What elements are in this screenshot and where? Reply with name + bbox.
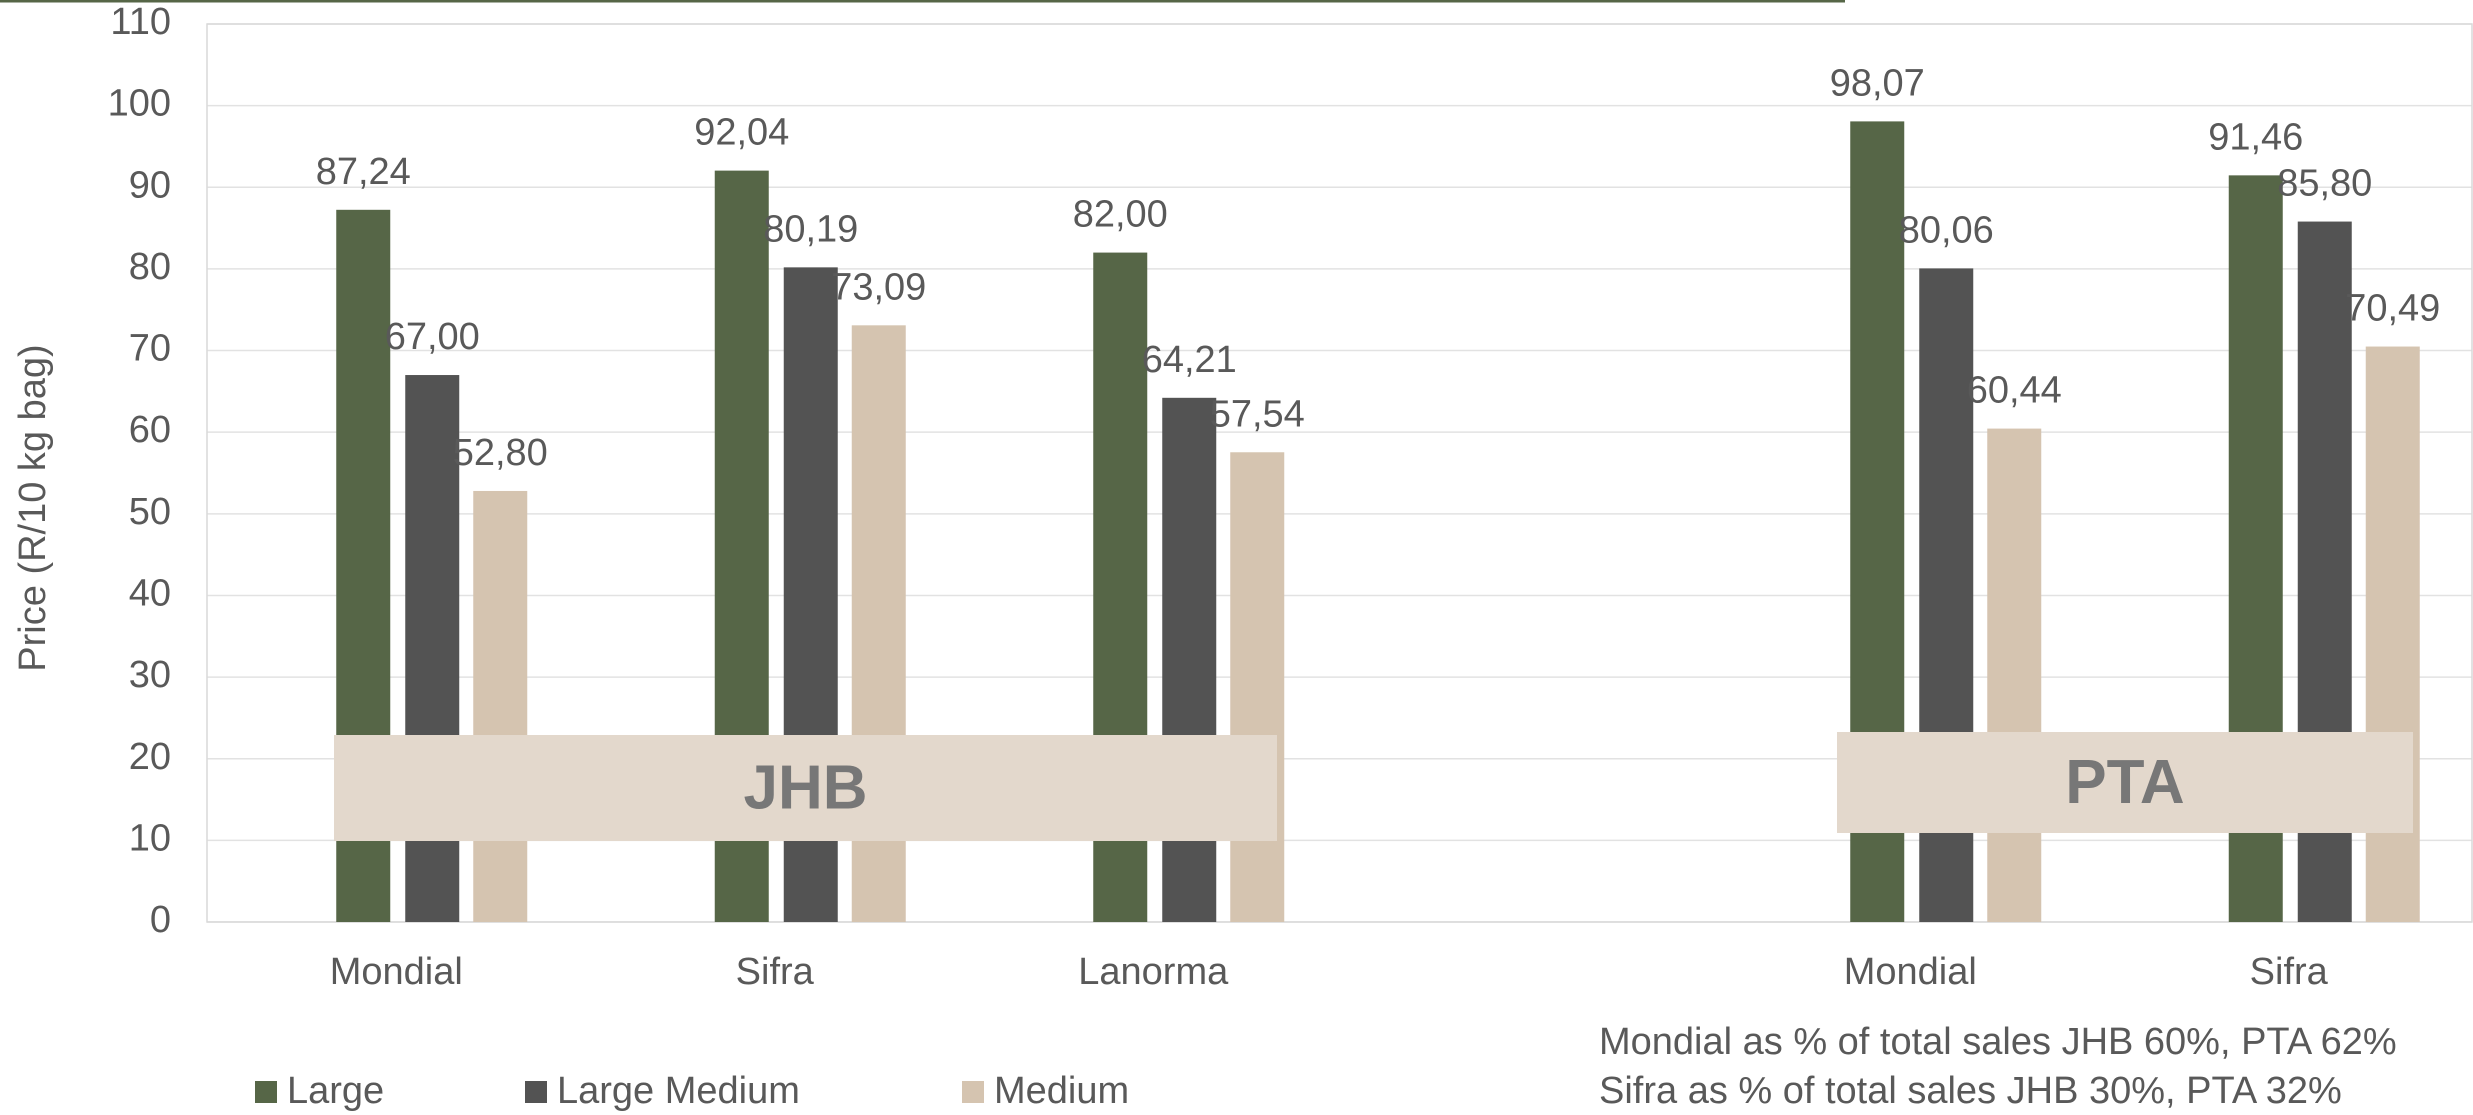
group-box bbox=[334, 735, 1277, 841]
y-tick-label: 80 bbox=[129, 246, 171, 288]
value-label: 57,54 bbox=[1210, 393, 1305, 435]
value-label: 92,04 bbox=[694, 112, 789, 154]
legend-label: Large Medium bbox=[557, 1070, 800, 1112]
y-tick-label: 110 bbox=[110, 1, 171, 43]
x-tick-label: Mondial bbox=[1844, 951, 1977, 993]
value-label: 98,07 bbox=[1830, 62, 1925, 104]
bar bbox=[1162, 397, 1217, 923]
x-tick-label: Sifra bbox=[736, 951, 815, 993]
value-label: 70,49 bbox=[2345, 288, 2440, 330]
legend-swatch bbox=[525, 1081, 547, 1103]
note: Sifra as % of total sales JHB 30%, PTA 3… bbox=[1599, 1070, 2342, 1112]
y-tick-label: 60 bbox=[129, 409, 171, 451]
note: Mondial as % of total sales JHB 60%, PTA… bbox=[1599, 1021, 2397, 1063]
value-label: 52,80 bbox=[453, 432, 548, 474]
legend-label: Large bbox=[287, 1070, 384, 1112]
y-tick-label: 100 bbox=[108, 83, 171, 125]
bar bbox=[1987, 428, 2042, 922]
legend-swatch bbox=[255, 1081, 277, 1103]
bar bbox=[2365, 346, 2420, 922]
legend-label: Medium bbox=[994, 1070, 1129, 1112]
value-label: 80,06 bbox=[1899, 209, 1994, 251]
y-tick-label: 90 bbox=[129, 164, 171, 206]
plot-border bbox=[206, 23, 2473, 923]
legend-swatch bbox=[962, 1081, 984, 1103]
group-box bbox=[1837, 732, 2413, 833]
y-tick-label: 70 bbox=[129, 328, 171, 370]
value-label: 82,00 bbox=[1073, 194, 1168, 236]
x-tick-label: Mondial bbox=[330, 951, 463, 993]
y-tick-label: 0 bbox=[150, 899, 171, 941]
value-label: 60,44 bbox=[1967, 370, 2062, 412]
value-label: 67,00 bbox=[385, 316, 480, 358]
value-label: 73,09 bbox=[831, 266, 926, 308]
group-label: JHB bbox=[743, 753, 867, 822]
y-tick-label: 50 bbox=[129, 491, 171, 533]
x-tick-label: Sifra bbox=[2250, 951, 2329, 993]
y-tick-label: 30 bbox=[129, 654, 171, 696]
bar bbox=[473, 490, 528, 922]
y-tick-label: 10 bbox=[129, 817, 171, 859]
value-label: 87,24 bbox=[316, 151, 411, 193]
value-label: 85,80 bbox=[2277, 163, 2372, 205]
y-tick-label: 40 bbox=[129, 572, 171, 614]
value-label: 91,46 bbox=[2208, 116, 2303, 158]
group-label: PTA bbox=[2065, 748, 2184, 817]
value-label: 64,21 bbox=[1142, 339, 1237, 381]
y-tick-label: 20 bbox=[129, 736, 171, 778]
x-tick-label: Lanorma bbox=[1078, 951, 1229, 993]
value-label: 80,19 bbox=[763, 208, 858, 250]
y-axis-label: Price (R/10 kg bag) bbox=[12, 344, 54, 671]
bar bbox=[1230, 452, 1285, 922]
